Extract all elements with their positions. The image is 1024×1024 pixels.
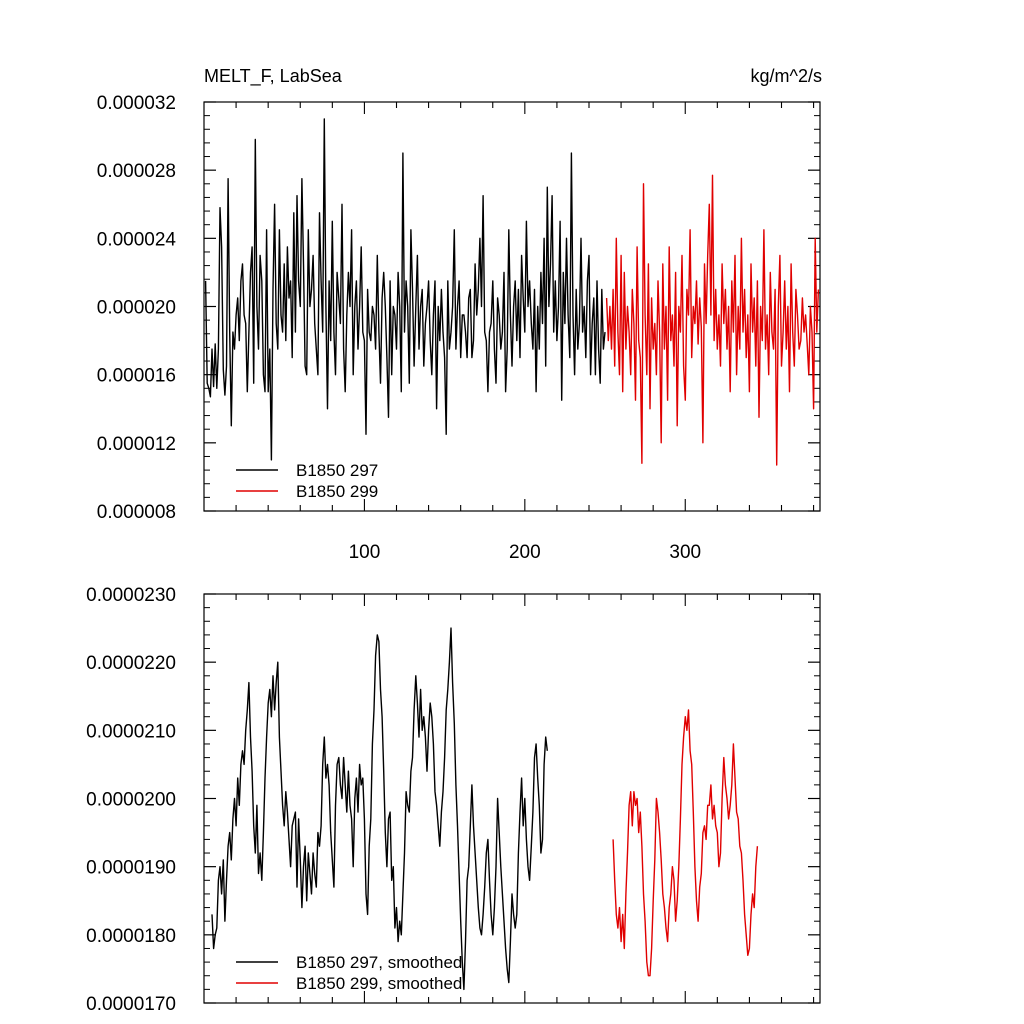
bottom-y-tick-label: 0.0000170 xyxy=(86,994,176,1015)
top-series-lines xyxy=(204,118,820,466)
bottom-y-tick-label: 0.0000200 xyxy=(86,790,176,811)
legend-label-299-smoothed: B1850 299, smoothed xyxy=(296,974,462,993)
top-x-tick-label: 100 xyxy=(349,542,381,563)
top-units: kg/m^2/s xyxy=(751,66,822,86)
top-x-tick-label: 300 xyxy=(669,542,701,563)
bottom-plot-frame xyxy=(203,593,821,1004)
top-x-tick-labels: 100 200 300 xyxy=(349,542,702,563)
bottom-y-tick-label: 0.0000190 xyxy=(86,858,176,879)
top-y-tick-label: 0.000008 xyxy=(97,502,176,523)
bottom-y-tick-label: 0.0000210 xyxy=(86,721,176,742)
bottom-y-tick-labels: 0.0000170 0.0000180 0.0000190 0.0000200 0.00… xyxy=(86,585,176,1015)
bottom-y-tick-label: 0.0000230 xyxy=(86,585,176,606)
top-panel: MELT_F, LabSea kg/m^2/s 0.000008 0.000012… xyxy=(97,66,822,563)
top-y-tick-label: 0.000024 xyxy=(97,229,177,250)
top-x-tick-label: 200 xyxy=(509,542,541,563)
top-y-tick-label: 0.000032 xyxy=(97,93,176,114)
bottom-series-line-299 xyxy=(612,709,759,977)
top-series-line-297 xyxy=(204,118,606,461)
bottom-axis-ticks xyxy=(204,593,820,1004)
top-y-tick-label: 0.000020 xyxy=(97,298,176,319)
top-series-line-299 xyxy=(605,174,820,466)
bottom-series-lines xyxy=(211,627,759,991)
bottom-series-line-297 xyxy=(211,627,548,991)
top-plot-frame xyxy=(203,101,821,512)
legend-label-297-smoothed: B1850 297, smoothed xyxy=(296,953,462,972)
top-title: MELT_F, LabSea xyxy=(204,66,343,87)
legend-label-299: B1850 299 xyxy=(296,482,378,501)
bottom-panel: 0.0000170 0.0000180 0.0000190 0.0000200 0.00… xyxy=(86,585,821,1015)
bottom-y-tick-label: 0.0000220 xyxy=(86,653,176,674)
legend-label-297: B1850 297 xyxy=(296,461,378,480)
top-y-tick-label: 0.000016 xyxy=(97,366,176,387)
top-y-tick-labels: 0.000008 0.000012 0.000016 0.000020 0.000024… xyxy=(97,93,177,523)
bottom-legend: B1850 297, smoothed B1850 299, smoothed xyxy=(236,953,462,993)
top-y-tick-label: 0.000012 xyxy=(97,434,176,455)
top-legend: B1850 297 B1850 299 xyxy=(236,461,378,501)
top-y-tick-label: 0.000028 xyxy=(97,161,176,182)
bottom-y-tick-label: 0.0000180 xyxy=(86,926,176,947)
